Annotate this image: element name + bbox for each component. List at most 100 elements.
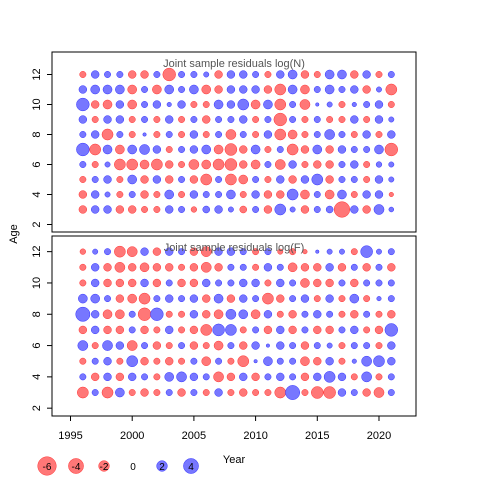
residual-bubble: [313, 131, 321, 138]
residual-bubble: [79, 248, 86, 255]
residual-bubble: [360, 245, 373, 258]
residual-bubble: [140, 388, 149, 397]
residual-bubble: [79, 161, 87, 168]
residual-bubble: [128, 70, 137, 79]
residual-bubble: [91, 190, 100, 199]
residual-bubble: [213, 309, 224, 320]
residual-bubble: [252, 176, 260, 183]
residual-bubble: [165, 247, 174, 256]
residual-bubble: [239, 131, 247, 138]
residual-bubble: [325, 278, 334, 288]
residual-bubble: [227, 263, 235, 271]
residual-bubble: [264, 146, 272, 153]
residual-bubble: [374, 100, 384, 109]
residual-bubble: [337, 372, 347, 382]
residual-bubble: [350, 115, 359, 124]
residual-bubble: [239, 388, 248, 397]
residual-bubble: [226, 85, 236, 94]
legend-bubble: [183, 458, 199, 474]
residual-bubble: [215, 176, 223, 183]
residual-bubble: [189, 325, 199, 335]
residual-bubble: [103, 357, 112, 366]
x-tick-label: 2015: [305, 430, 329, 442]
residual-bubble: [79, 279, 87, 287]
residual-bubble: [115, 309, 125, 320]
residual-bubble: [114, 158, 126, 171]
residual-bubble: [141, 101, 148, 108]
residual-bubble: [127, 144, 137, 155]
residual-bubble: [289, 101, 297, 108]
residual-bubble: [215, 116, 223, 123]
residual-bubble: [165, 357, 174, 366]
residual-bubble: [127, 99, 137, 110]
residual-bubble: [115, 100, 125, 109]
residual-bubble: [141, 116, 148, 123]
residual-bubble: [189, 310, 199, 319]
residual-bubble: [128, 205, 137, 214]
residual-bubble: [289, 206, 296, 213]
residual-bubble: [101, 386, 114, 399]
residual-bubble: [338, 86, 346, 93]
residual-bubble: [251, 341, 260, 350]
residual-bubble: [227, 342, 235, 350]
x-tick-label: 2020: [367, 430, 391, 442]
residual-bubble: [239, 278, 248, 288]
residual-bubble: [189, 278, 199, 288]
residual-bubble: [301, 310, 309, 318]
residual-bubble: [263, 190, 273, 199]
residual-bubble: [375, 161, 383, 168]
residual-bubble: [274, 128, 287, 141]
residual-bubble: [213, 293, 224, 304]
residual-bubble: [200, 261, 212, 273]
residual-bubble: [128, 310, 136, 318]
residual-bubble: [225, 173, 237, 186]
residual-bubble: [376, 86, 382, 93]
residual-bubble: [214, 388, 223, 397]
y-tick-label: 12: [31, 68, 43, 80]
residual-bubble: [350, 160, 359, 169]
residual-bubble: [285, 385, 301, 400]
residual-bubble: [264, 71, 272, 78]
residual-bubble: [189, 263, 199, 272]
residual-bubble: [128, 326, 136, 334]
residual-bubble: [239, 191, 247, 198]
residual-bubble: [203, 71, 210, 78]
residual-bubble: [115, 387, 125, 398]
residual-bubble: [388, 206, 395, 213]
residual-bubble: [202, 205, 210, 214]
residual-bubble: [311, 386, 324, 399]
residual-bubble: [153, 71, 161, 78]
residual-bubble: [313, 206, 321, 213]
residual-bubble: [338, 161, 346, 168]
residual-bubble: [363, 310, 371, 318]
residual-bubble: [153, 191, 161, 198]
residual-bubble: [238, 174, 249, 185]
y-tick-label: 6: [31, 343, 43, 349]
residual-bubble: [140, 70, 149, 79]
residual-bubble: [165, 389, 173, 396]
y-tick-label: 8: [31, 131, 43, 137]
residual-bubble: [150, 307, 164, 321]
residual-bubble: [202, 373, 210, 381]
residual-bubble: [176, 371, 187, 383]
residual-bubble: [263, 85, 273, 94]
residual-bubble: [263, 205, 273, 214]
residual-bubble: [252, 248, 260, 256]
residual-bubble: [140, 325, 149, 335]
residual-bubble: [178, 131, 186, 138]
residual-bubble: [79, 263, 87, 271]
residual-bubble: [116, 357, 124, 365]
residual-bubble: [164, 84, 174, 95]
residual-bubble: [102, 84, 113, 95]
residual-bubble: [177, 388, 186, 397]
residual-bubble: [178, 86, 186, 93]
residual-bubble: [103, 278, 112, 288]
residual-bubble: [178, 357, 186, 365]
legend-label: -6: [43, 462, 52, 473]
residual-bubble: [251, 372, 260, 382]
residual-bubble: [326, 342, 333, 349]
residual-bubble: [165, 342, 173, 350]
residual-bubble: [178, 248, 186, 256]
residual-bubble: [92, 248, 99, 255]
